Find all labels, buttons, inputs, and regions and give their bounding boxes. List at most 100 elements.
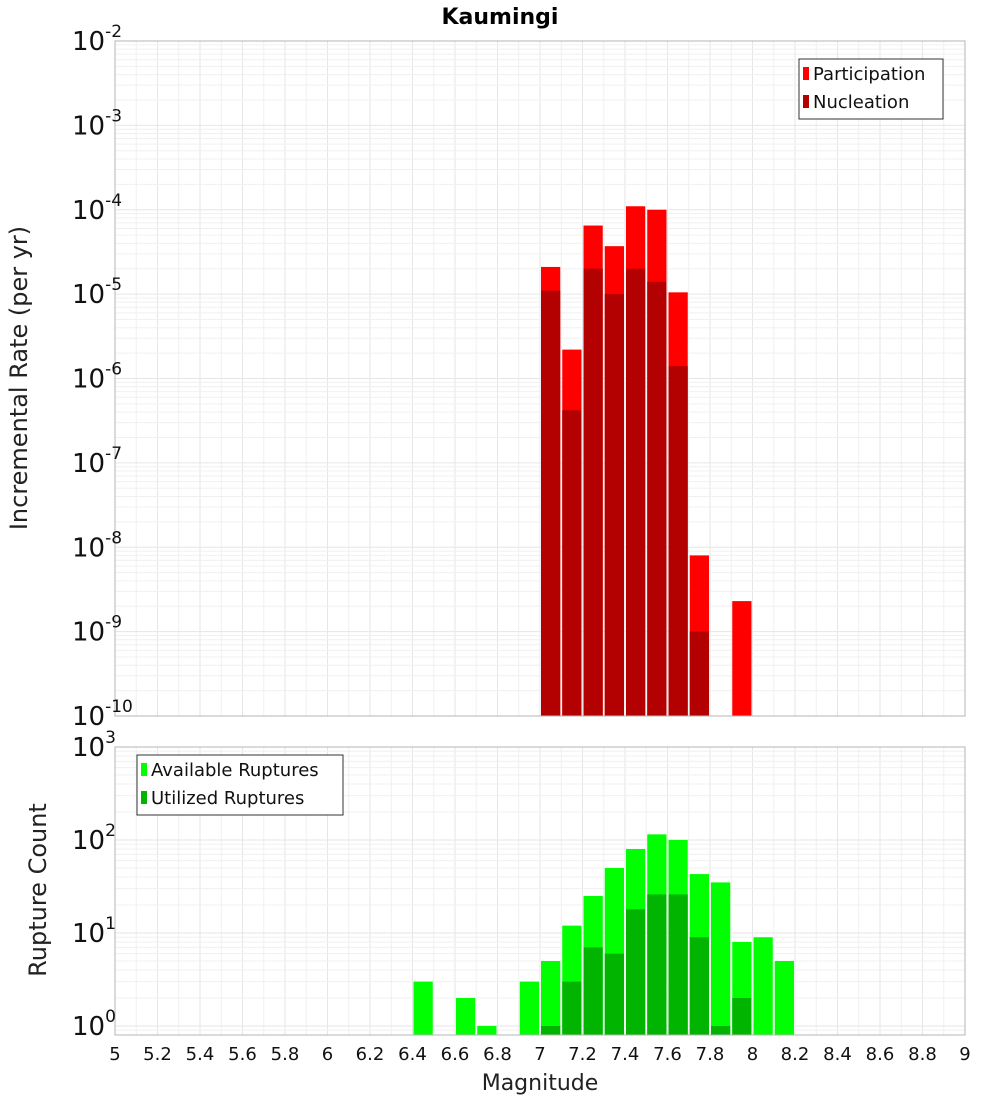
legend-label: Available Ruptures [151, 760, 319, 781]
y-tick-labels: 10-210-310-410-510-610-710-810-910-10 [72, 22, 133, 732]
y-tick-label: 100 [72, 1007, 116, 1042]
legend-box [798, 58, 944, 120]
bar [689, 631, 709, 716]
bar [774, 960, 794, 1035]
y-tick-base: 10 [72, 826, 105, 856]
y-tick-label: 10-5 [72, 275, 122, 310]
x-tick-label: 8.6 [866, 1044, 895, 1065]
bar [732, 601, 752, 716]
y-tick-label: 10-7 [72, 444, 122, 479]
y-tick-exponent: -4 [105, 191, 122, 211]
y-tick-exponent: 0 [105, 1007, 116, 1027]
legend: Participation Nucleation [798, 58, 944, 120]
y-tick-exponent: -2 [105, 22, 122, 42]
y-tick-exponent: -8 [105, 528, 122, 548]
bar [541, 960, 561, 1035]
bar [477, 1025, 497, 1035]
bar [456, 997, 476, 1035]
x-tick-label: 8.4 [823, 1044, 852, 1065]
bar [562, 410, 582, 716]
x-tick-label: 5 [109, 1044, 120, 1065]
bar [583, 268, 603, 716]
x-tick-label: 6.8 [483, 1044, 512, 1065]
legend-swatch [803, 67, 809, 80]
bottom-y-axis-label: Rupture Count [24, 803, 52, 977]
y-tick-exponent: -9 [105, 613, 122, 633]
bar [604, 953, 624, 1035]
y-tick-base: 10 [72, 618, 105, 648]
x-tick-label: 8.2 [781, 1044, 810, 1065]
y-tick-label: 10-4 [72, 191, 122, 226]
legend-swatch [141, 791, 147, 804]
x-tick-label: 8 [747, 1044, 758, 1065]
legend: Available Ruptures Utilized Ruptures [136, 754, 344, 816]
bar [562, 981, 582, 1035]
y-tick-exponent: -10 [105, 697, 133, 717]
legend-box [136, 754, 344, 816]
x-tick-label: 5.8 [271, 1044, 300, 1065]
y-tick-label: 10-10 [72, 697, 133, 732]
x-tick-label: 6.6 [441, 1044, 470, 1065]
y-tick-exponent: -3 [105, 106, 122, 126]
bar [541, 1025, 561, 1035]
y-tick-base: 10 [72, 733, 105, 763]
bar [583, 947, 603, 1035]
bar [626, 268, 646, 716]
y-tick-base: 10 [72, 702, 105, 732]
y-tick-label: 10-3 [72, 106, 122, 141]
y-tick-exponent: 2 [105, 821, 116, 841]
y-tick-label: 10-2 [72, 22, 122, 57]
x-tick-labels: 5 5.2 5.4 5.6 5.8 6 6.2 6.4 6.6 6.8 7 7.2 7.4 7.6 7.8 8… [109, 1044, 970, 1065]
y-tick-exponent: -7 [105, 444, 122, 464]
x-tick-label: 6.4 [398, 1044, 427, 1065]
grid [114, 746, 966, 1036]
bar [541, 290, 561, 716]
legend-swatch [803, 95, 809, 108]
bar [711, 882, 731, 1035]
bar [604, 294, 624, 716]
bar [647, 281, 667, 716]
y-tick-base: 10 [72, 111, 105, 141]
y-tick-base: 10 [72, 533, 105, 563]
plot-area-frame [114, 746, 966, 1036]
x-axis-label: Magnitude [482, 1071, 599, 1096]
y-tick-exponent: 1 [105, 914, 116, 934]
x-tick-label: 6.2 [356, 1044, 385, 1065]
series-nucleation [541, 268, 709, 716]
bar [413, 981, 433, 1035]
y-tick-label: 10-9 [72, 613, 122, 648]
y-tick-base: 10 [72, 449, 105, 479]
bar [732, 997, 752, 1035]
bar [753, 937, 773, 1035]
y-tick-base: 10 [72, 365, 105, 395]
x-tick-label: 5.4 [186, 1044, 215, 1065]
chart-title: Kaumingi [442, 5, 559, 30]
x-tick-label: 9 [959, 1044, 970, 1065]
y-tick-base: 10 [72, 919, 105, 949]
bar [668, 366, 688, 716]
y-tick-base: 10 [72, 27, 105, 57]
y-tick-label: 103 [72, 728, 116, 763]
x-tick-label: 5.2 [143, 1044, 172, 1065]
bar [519, 981, 539, 1035]
y-tick-exponent: -6 [105, 360, 122, 380]
x-tick-label: 7.6 [653, 1044, 682, 1065]
grid [114, 40, 966, 717]
x-tick-label: 8.8 [908, 1044, 937, 1065]
series-utilized-ruptures [541, 894, 752, 1035]
y-tick-base: 10 [72, 196, 105, 226]
bar [668, 894, 688, 1035]
x-tick-label: 7.4 [611, 1044, 640, 1065]
x-tick-label: 7.2 [568, 1044, 597, 1065]
y-tick-base: 10 [72, 1012, 105, 1042]
bar [711, 1025, 731, 1035]
legend-label: Utilized Ruptures [151, 788, 304, 809]
x-tick-label: 7.8 [696, 1044, 725, 1065]
x-tick-label: 5.6 [228, 1044, 257, 1065]
legend-label: Nucleation [813, 92, 909, 113]
y-tick-exponent: -5 [105, 275, 122, 295]
x-tick-label: 6 [322, 1044, 333, 1065]
y-tick-label: 102 [72, 821, 116, 856]
